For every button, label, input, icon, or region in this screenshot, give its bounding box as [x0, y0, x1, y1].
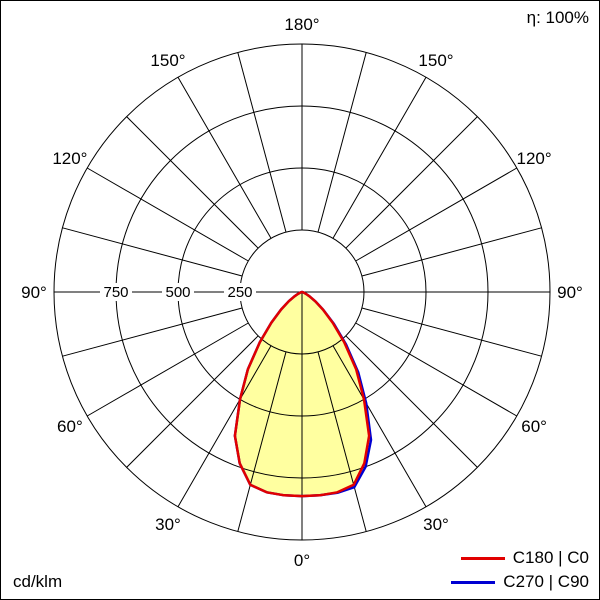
- grid-spoke: [62, 307, 243, 357]
- grid-spoke: [361, 227, 542, 277]
- angle-label-30-right: 30°: [423, 515, 449, 534]
- grid-spoke: [332, 76, 427, 239]
- legend-item-c270-c90: C270 | C90: [451, 570, 589, 594]
- grid-spoke: [177, 345, 272, 508]
- efficiency-label: η: 100%: [526, 8, 589, 27]
- grid-spoke: [86, 322, 249, 417]
- grid-spoke: [317, 351, 367, 532]
- radial-tick-bg: [162, 283, 194, 301]
- grid-spoke: [355, 322, 518, 417]
- angle-label-30-left: 30°: [155, 515, 181, 534]
- unit-label: cd/klm: [13, 572, 63, 591]
- angle-label-150-left: 150°: [150, 51, 185, 70]
- radial-tick-bg: [100, 283, 132, 301]
- legend-item-c180-c0: C180 | C0: [451, 546, 589, 570]
- grid-spoke: [126, 116, 259, 249]
- grid-spoke: [237, 351, 287, 532]
- grid-spoke: [361, 307, 542, 357]
- legend-label-c270-c90: C270 | C90: [503, 572, 589, 591]
- grid-spoke: [237, 52, 287, 233]
- legend-line-c270-c90: [451, 580, 496, 584]
- angle-label-150-right: 150°: [418, 51, 453, 70]
- angle-label-60-left: 60°: [57, 417, 83, 436]
- angle-label-180: 180°: [284, 15, 319, 34]
- grid-spoke: [177, 76, 272, 239]
- angle-label-120-right: 120°: [517, 149, 552, 168]
- grid-spoke: [126, 335, 259, 468]
- legend: C180 | C0 C270 | C90: [451, 546, 589, 594]
- series-curve-0: [233, 290, 371, 498]
- radial-tick-bg: [224, 283, 256, 301]
- angle-label-90-right: 90°: [557, 283, 583, 302]
- grid-spoke: [345, 335, 478, 468]
- grid-spoke: [86, 167, 249, 262]
- grid-spoke: [317, 52, 367, 233]
- angle-label-60-right: 60°: [521, 417, 547, 436]
- angle-label-120-left: 120°: [52, 149, 87, 168]
- legend-line-c180-c0: [460, 556, 505, 560]
- grid-spoke: [355, 167, 518, 262]
- radial-tick-label: 500: [165, 284, 190, 301]
- grid-spoke: [332, 345, 427, 508]
- grid-spoke: [62, 227, 243, 277]
- angle-label-0: 0°: [294, 551, 310, 570]
- radial-tick-label: 750: [103, 284, 128, 301]
- legend-label-c180-c0: C180 | C0: [512, 548, 589, 567]
- radial-tick-label: 250: [227, 284, 252, 301]
- grid-spoke: [345, 116, 478, 249]
- angle-label-90-left: 90°: [21, 283, 47, 302]
